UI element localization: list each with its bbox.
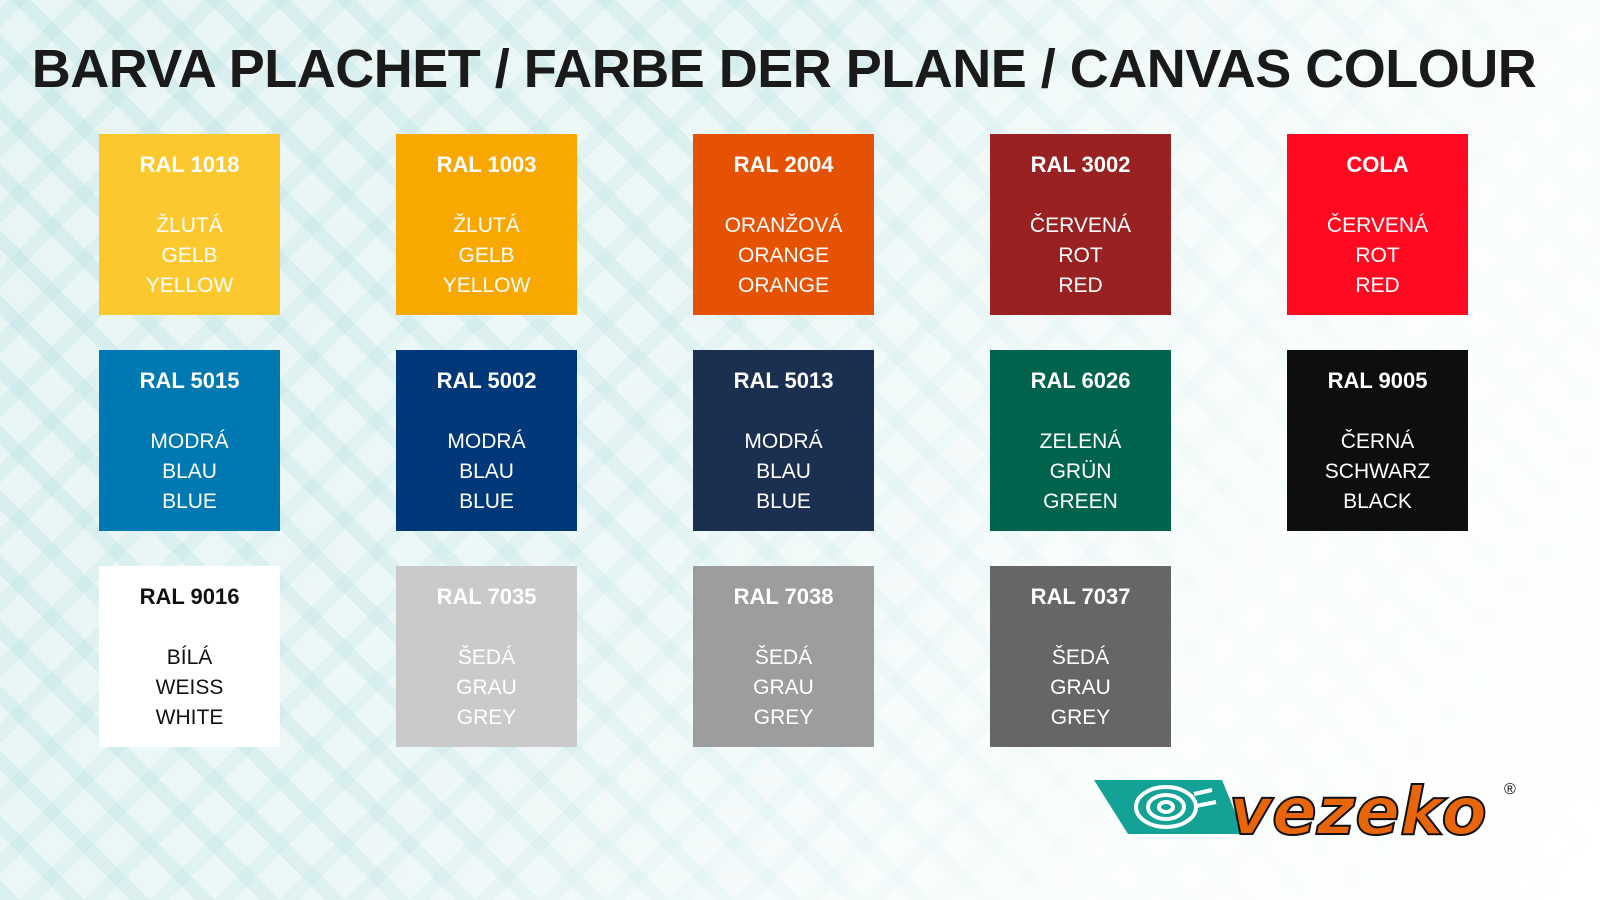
swatch-name: ROT	[1058, 244, 1103, 267]
swatch-names: MODRÁ BLAU BLUE	[396, 427, 577, 517]
swatch-code: RAL 7038	[733, 584, 834, 609]
swatch-name: ORANGE	[737, 244, 829, 267]
swatch-code: RAL 9005	[1327, 368, 1428, 393]
swatch-name: MODRÁ	[744, 430, 823, 453]
swatch-name: GELB	[458, 244, 515, 267]
color-swatch: RAL 1003 ŽLUTÁ GELB YELLOW	[396, 134, 577, 315]
swatch-code: RAL 7037	[1030, 584, 1131, 609]
swatch-name: GRAU	[1050, 676, 1111, 699]
swatch-name: ZELENÁ	[1039, 430, 1122, 453]
swatch-name: ORANŽOVÁ	[724, 214, 843, 237]
swatch-name: WEISS	[155, 676, 224, 699]
swatch-names: MODRÁ BLAU BLUE	[693, 427, 874, 517]
swatch-code: COLA	[1346, 152, 1409, 177]
swatch-name: ČERNÁ	[1340, 430, 1415, 453]
swatch-name: YELLOW	[442, 274, 531, 297]
swatch-names: ČERVENÁ ROT RED	[1287, 211, 1468, 301]
vezeko-logo: vezeko ®	[1094, 772, 1524, 851]
swatch-names: ŽLUTÁ GELB YELLOW	[99, 211, 280, 301]
swatch-name: WHITE	[155, 706, 224, 729]
swatch-name: GRÜN	[1049, 460, 1112, 483]
swatch-name: ORANGE	[737, 274, 829, 297]
swatch-names: ZELENÁ GRÜN GREEN	[990, 427, 1171, 517]
color-swatch: RAL 7038 ŠEDÁ GRAU GREY	[693, 566, 874, 747]
swatch-code: RAL 5015	[139, 368, 240, 393]
swatch-names: ŠEDÁ GRAU GREY	[396, 643, 577, 733]
swatch-code: RAL 6026	[1030, 368, 1131, 393]
color-swatch: RAL 7037 ŠEDÁ GRAU GREY	[990, 566, 1171, 747]
swatch-name: ŽLUTÁ	[156, 214, 223, 237]
swatch-names: ORANŽOVÁ ORANGE ORANGE	[693, 211, 874, 301]
swatch-names: ČERVENÁ ROT RED	[990, 211, 1171, 301]
swatch-name: YELLOW	[145, 274, 234, 297]
swatch-name: RED	[1058, 274, 1103, 297]
color-swatch: RAL 6026 ZELENÁ GRÜN GREEN	[990, 350, 1171, 531]
swatch-name: MODRÁ	[150, 430, 229, 453]
swatch-name: GREY	[753, 706, 814, 729]
page-title: BARVA PLACHET / FARBE DER PLANE / CANVAS…	[31, 39, 1537, 99]
color-swatch: RAL 9005 ČERNÁ SCHWARZ BLACK	[1287, 350, 1468, 531]
swatch-name: BÍLÁ	[166, 646, 213, 669]
swatch-name: ROT	[1355, 244, 1400, 267]
swatch-name: MODRÁ	[447, 430, 526, 453]
swatch-names: ČERNÁ SCHWARZ BLACK	[1287, 427, 1468, 517]
swatch-names: BÍLÁ WEISS WHITE	[99, 643, 280, 733]
swatch-name: ČERVENÁ	[1326, 214, 1429, 237]
swatch-code: RAL 1003	[436, 152, 537, 177]
registered-mark: ®	[1504, 781, 1516, 798]
swatch-name: GELB	[161, 244, 218, 267]
swatch-name: GRAU	[456, 676, 517, 699]
swatch-names: MODRÁ BLAU BLUE	[99, 427, 280, 517]
swatch-name: BLUE	[459, 490, 514, 513]
swatch-code: RAL 9016	[139, 584, 240, 609]
swatch-name: ŽLUTÁ	[453, 214, 520, 237]
swatch-code: RAL 5002	[436, 368, 537, 393]
swatch-name: ŠEDÁ	[754, 646, 813, 669]
color-swatch: COLA ČERVENÁ ROT RED	[1287, 134, 1468, 315]
swatch-name: ČERVENÁ	[1029, 214, 1132, 237]
color-swatch: RAL 5002 MODRÁ BLAU BLUE	[396, 350, 577, 531]
color-swatch: RAL 2004 ORANŽOVÁ ORANGE ORANGE	[693, 134, 874, 315]
swatch-code: RAL 5013	[733, 368, 834, 393]
swatch-name: GREY	[456, 706, 517, 729]
swatch-code: RAL 2004	[733, 152, 834, 177]
swatch-names: ŠEDÁ GRAU GREY	[990, 643, 1171, 733]
swatch-names: ŠEDÁ GRAU GREY	[693, 643, 874, 733]
swatch-name: ŠEDÁ	[1051, 646, 1110, 669]
logo-wordmark: vezeko	[1229, 776, 1487, 842]
swatch-name: SCHWARZ	[1324, 460, 1431, 483]
swatch-name: BLUE	[756, 490, 811, 513]
color-swatch: RAL 3002 ČERVENÁ ROT RED	[990, 134, 1171, 315]
color-swatch: RAL 7035 ŠEDÁ GRAU GREY	[396, 566, 577, 747]
swatch-name: GRAU	[753, 676, 814, 699]
swatch-name: GREY	[1050, 706, 1111, 729]
color-swatch: RAL 9016 BÍLÁ WEISS WHITE	[99, 566, 280, 747]
swatch-code: RAL 3002	[1030, 152, 1131, 177]
swatch-name: RED	[1355, 274, 1400, 297]
spiral-icon	[1134, 785, 1217, 829]
swatch-name: GREEN	[1043, 490, 1118, 513]
swatch-name: BLUE	[162, 490, 217, 513]
swatch-name: BLACK	[1343, 490, 1412, 513]
swatch-code: RAL 1018	[139, 152, 240, 177]
swatch-name: ŠEDÁ	[457, 646, 516, 669]
swatch-name: BLAU	[162, 460, 217, 483]
swatch-name: BLAU	[756, 460, 811, 483]
color-swatch: RAL 1018 ŽLUTÁ GELB YELLOW	[99, 134, 280, 315]
swatch-name: BLAU	[459, 460, 514, 483]
color-swatch: RAL 5015 MODRÁ BLAU BLUE	[99, 350, 280, 531]
swatch-code: RAL 7035	[436, 584, 537, 609]
color-swatch: RAL 5013 MODRÁ BLAU BLUE	[693, 350, 874, 531]
swatch-names: ŽLUTÁ GELB YELLOW	[396, 211, 577, 301]
